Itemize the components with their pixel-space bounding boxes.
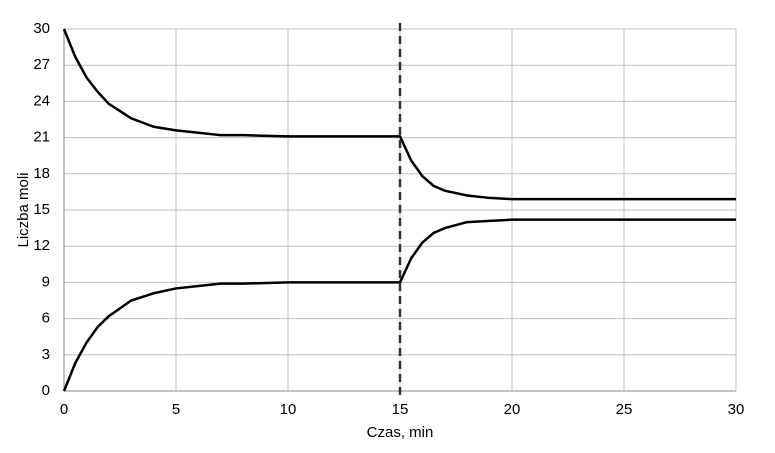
data-line [62, 218, 736, 392]
y-axis-label: Liczba moli [15, 172, 32, 247]
x-tick-label: 20 [504, 401, 521, 418]
y-tick-label: 12 [33, 237, 50, 254]
y-tick-label: 0 [42, 382, 50, 399]
x-tick-label: 0 [60, 401, 68, 418]
y-tick-label: 9 [42, 273, 50, 290]
y-tick-label: 24 [33, 92, 50, 109]
y-tick-label: 6 [42, 310, 50, 327]
x-tick-label: 10 [280, 401, 297, 418]
y-tick-label: 30 [33, 20, 50, 37]
x-axis-label: Czas, min [367, 424, 434, 441]
x-tick-label: 5 [172, 401, 180, 418]
y-tick-label: 21 [33, 129, 50, 146]
x-tick-label: 25 [616, 401, 633, 418]
x-tick-label: 15 [392, 401, 409, 418]
x-tick-label: 30 [728, 401, 745, 418]
y-tick-label: 18 [33, 165, 50, 182]
y-tick-label: 27 [33, 56, 50, 73]
y-tick-label: 15 [33, 201, 50, 218]
y-tick-label: 3 [42, 346, 50, 363]
data-line [62, 28, 736, 201]
